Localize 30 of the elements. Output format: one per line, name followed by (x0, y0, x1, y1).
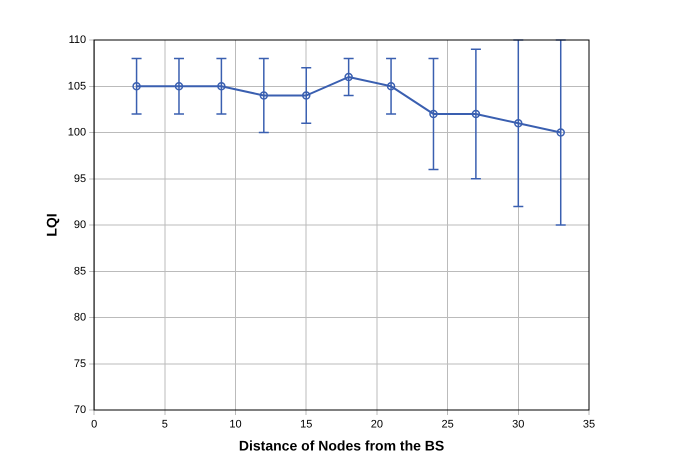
y-tick-label: 105 (68, 80, 86, 92)
y-axis-title: LQI (43, 213, 60, 237)
point (514, 119, 523, 128)
x-tick-label: 5 (162, 418, 168, 431)
y-tick-label: 90 (74, 219, 86, 232)
x-tick-label: 10 (229, 418, 242, 431)
y-tick-label: 100 (68, 126, 86, 139)
x-tick-label: 0 (91, 418, 98, 431)
y-tick-label: 75 (74, 358, 86, 370)
y-tick-label: 110 (68, 34, 86, 46)
x-tick-label: 25 (441, 418, 454, 431)
y-tick-label: 80 (74, 312, 86, 324)
point (302, 91, 310, 100)
point (174, 82, 184, 90)
x-tick-label: 15 (300, 418, 312, 431)
x-axis-title: Distance of Nodes from the BS (238, 437, 444, 454)
y-tick-label: 70 (74, 404, 86, 416)
point (260, 91, 268, 100)
x-tick-label: 30 (512, 418, 524, 431)
y-tick-label: 85 (74, 265, 86, 278)
x-tick-label: 20 (370, 418, 384, 431)
point (472, 110, 480, 118)
point (429, 110, 438, 118)
point (386, 82, 396, 90)
x-tick-label: 35 (582, 418, 596, 431)
y-tick-label: 95 (74, 172, 86, 185)
point (132, 82, 141, 90)
point (556, 128, 565, 137)
point (344, 72, 353, 82)
point (217, 82, 226, 90)
